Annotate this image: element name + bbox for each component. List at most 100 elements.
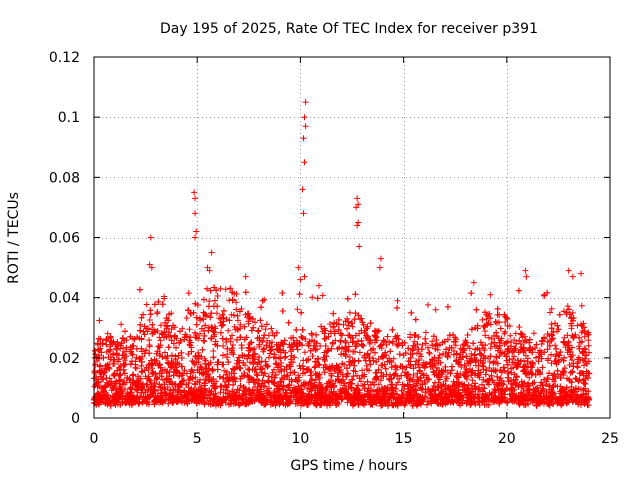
data-point (114, 339, 121, 346)
data-point (493, 329, 500, 336)
data-point (358, 327, 365, 334)
data-point (480, 345, 487, 352)
data-point (192, 300, 199, 307)
data-point (165, 400, 172, 407)
data-point (454, 370, 461, 377)
data-point (429, 342, 436, 349)
data-point (230, 381, 236, 388)
data-point (208, 310, 215, 317)
data-point (309, 353, 316, 359)
data-point (229, 332, 235, 339)
data-point (103, 336, 110, 342)
data-point (200, 316, 207, 323)
data-point (237, 382, 244, 389)
data-point (538, 379, 545, 386)
data-point (260, 348, 267, 355)
data-point (473, 306, 480, 313)
data-point (414, 341, 421, 348)
data-point (214, 310, 220, 317)
data-point (279, 290, 286, 296)
data-point (444, 354, 451, 361)
data-point (223, 371, 230, 378)
data-point (241, 323, 248, 330)
data-point (426, 350, 433, 357)
data-point (130, 371, 137, 378)
data-point (352, 332, 359, 339)
data-point (104, 330, 111, 337)
data-point (459, 386, 466, 393)
data-point (112, 385, 119, 392)
data-point (293, 326, 300, 333)
data-point (143, 347, 150, 354)
data-point (485, 334, 492, 341)
data-point (539, 338, 545, 345)
data-point (386, 339, 393, 346)
data-point (193, 314, 200, 321)
data-point (509, 359, 516, 366)
data-point (395, 336, 402, 343)
data-point (461, 362, 468, 369)
data-point (344, 295, 351, 302)
data-point (342, 344, 349, 351)
data-point (492, 343, 499, 350)
data-point (504, 322, 511, 329)
data-point (299, 326, 306, 333)
data-point (185, 290, 192, 297)
data-point (399, 392, 406, 399)
data-point (346, 309, 353, 316)
data-point (346, 354, 353, 360)
data-point (216, 373, 223, 380)
data-point (443, 346, 450, 353)
data-point (389, 338, 396, 345)
data-point (512, 330, 519, 337)
data-point (377, 377, 384, 384)
data-point (506, 356, 513, 363)
data-point (185, 307, 192, 314)
data-point (170, 322, 177, 329)
data-point (248, 339, 255, 346)
data-point (403, 364, 410, 371)
data-point (217, 402, 224, 409)
data-point (202, 357, 209, 364)
data-point (463, 353, 470, 360)
data-point (581, 333, 588, 340)
data-point (271, 366, 277, 373)
data-point (375, 381, 382, 388)
data-point (526, 336, 533, 343)
data-point (92, 361, 99, 368)
data-point (220, 307, 227, 314)
data-point (378, 341, 385, 348)
data-point (165, 360, 172, 367)
data-point (386, 399, 393, 406)
data-point (329, 340, 336, 347)
data-point (464, 332, 471, 338)
data-point (231, 375, 238, 382)
data-point (419, 342, 426, 348)
data-point (308, 330, 315, 337)
data-point (393, 366, 400, 373)
data-point (464, 343, 471, 349)
data-point (137, 321, 144, 328)
data-point (361, 354, 368, 361)
data-point (430, 333, 437, 340)
data-point (461, 382, 468, 389)
data-point (257, 366, 264, 373)
data-point (127, 333, 134, 340)
data-point (534, 384, 541, 391)
data-point (291, 384, 298, 391)
data-point (507, 332, 514, 339)
data-point (359, 367, 366, 374)
data-point (218, 383, 225, 390)
data-point (565, 399, 572, 406)
data-point (208, 324, 215, 330)
data-point (173, 344, 179, 351)
data-point (544, 339, 551, 345)
data-point (566, 306, 572, 313)
data-point (414, 350, 420, 357)
data-point (566, 362, 573, 368)
data-point (378, 362, 385, 369)
data-point (278, 360, 285, 366)
data-point (245, 310, 252, 317)
data-point (225, 327, 232, 334)
